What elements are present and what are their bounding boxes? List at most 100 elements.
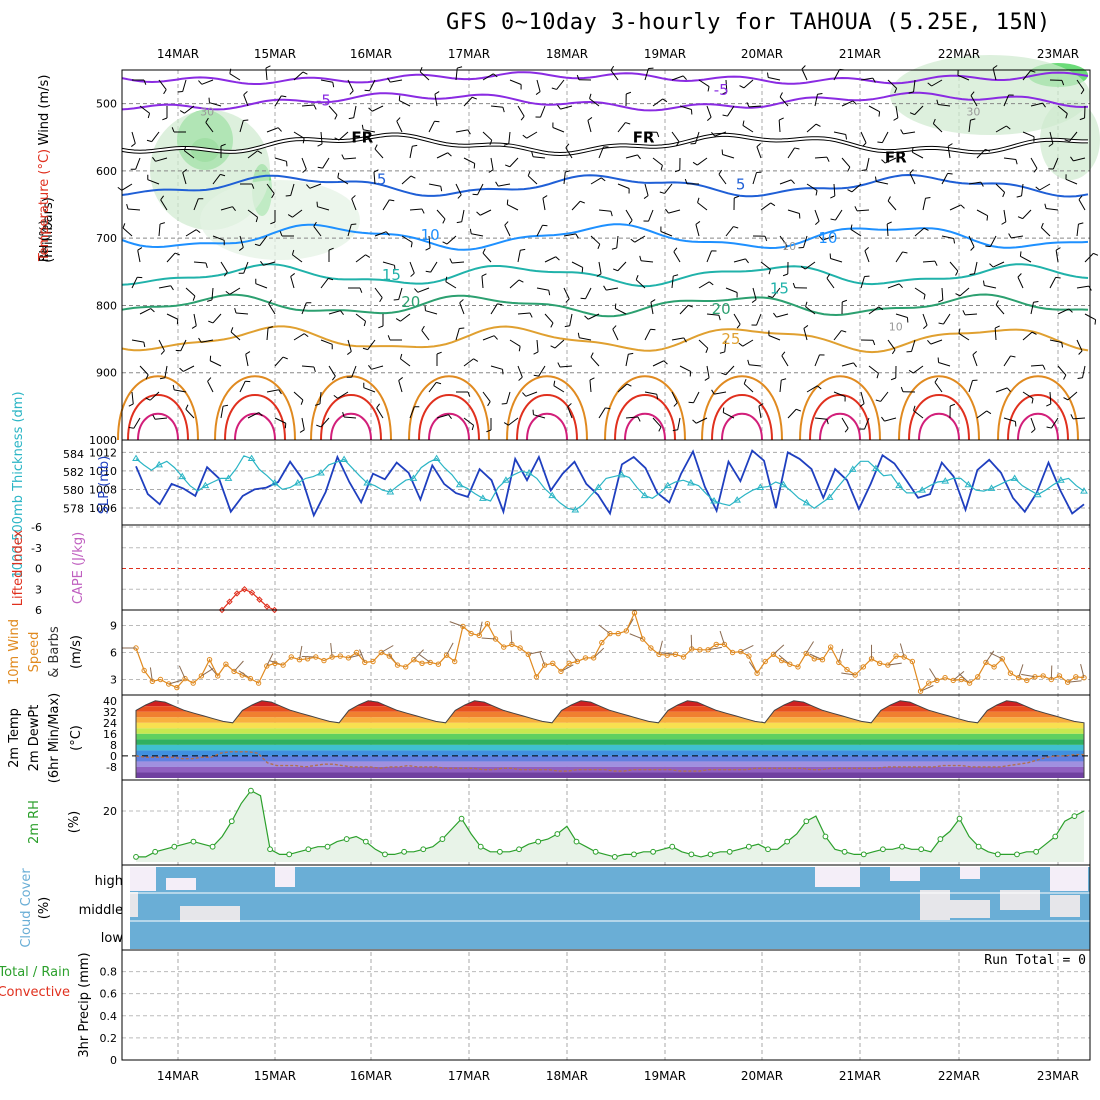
surface-isotherm <box>918 412 960 441</box>
wind-barb-flag <box>718 169 723 175</box>
wind-barb-flag <box>878 111 881 117</box>
wind-barb <box>723 412 735 419</box>
wind-barb <box>913 410 924 419</box>
wind-barb-flag <box>934 377 939 383</box>
wind-barb-flag <box>584 315 589 320</box>
rh2m-marker <box>324 843 331 850</box>
wind-barb <box>697 202 708 211</box>
wind-barb <box>201 339 214 343</box>
wind-barb-flag <box>1061 80 1065 86</box>
dewpoint-line <box>135 751 1084 772</box>
wind-barb-flag <box>265 65 271 69</box>
wind-barb <box>995 125 1007 133</box>
wind-barb-flag <box>927 340 932 345</box>
wind-barb-flag <box>1078 222 1084 225</box>
wind10-barb <box>1080 663 1085 678</box>
wind-barb-flag <box>743 378 747 385</box>
wind-barb <box>972 354 978 367</box>
wind10-marker <box>255 680 262 686</box>
wind-barb <box>313 226 322 237</box>
thickness-marker <box>455 480 464 488</box>
surface-isotherm <box>1007 394 1069 441</box>
wind-barb <box>220 406 224 419</box>
wind-barb <box>1022 131 1035 138</box>
wind-barb-flag <box>587 117 593 121</box>
rh2m-marker <box>554 831 561 837</box>
wind-barb-flag <box>773 312 777 318</box>
wind-barb-flag <box>398 377 403 381</box>
rh2m-marker <box>133 854 139 860</box>
wind-barb <box>266 127 279 133</box>
wind-barb-flag <box>936 99 939 105</box>
wind-barb-flag <box>612 268 619 272</box>
rh2m-marker <box>248 787 254 794</box>
wind-barb-flag <box>795 408 802 412</box>
wind-barb <box>477 183 484 195</box>
date-label-bottom: 17MAR <box>448 1069 490 1083</box>
precip-tick: 0.2 <box>100 1032 118 1045</box>
wind-barb-flag <box>476 211 481 216</box>
surface-isotherm <box>408 375 490 441</box>
thickness-marker <box>964 480 973 488</box>
wind-barb <box>347 339 352 352</box>
rh2m-marker <box>592 848 599 855</box>
temp-tick: 32 <box>103 706 117 719</box>
wind-barb <box>913 79 916 92</box>
wind-barb <box>881 131 889 143</box>
wind10-marker <box>231 668 237 675</box>
wind-barb <box>517 250 521 263</box>
wind-barb <box>533 414 546 419</box>
wind10-marker <box>165 681 172 687</box>
rh2m-marker <box>1052 833 1059 840</box>
wind-barb-flag <box>739 85 745 89</box>
wind-barb <box>508 417 519 426</box>
contour-label: 20 <box>712 300 731 318</box>
wind-barb <box>635 279 646 289</box>
date-label-top: 15MAR <box>254 47 296 61</box>
wind-barb-flag <box>603 285 607 291</box>
cloud-gap-middle <box>1050 895 1080 917</box>
wind-barb-flag <box>672 429 678 432</box>
wind10-marker <box>1007 670 1014 676</box>
wind-barb-flag <box>911 147 914 153</box>
wind-barb <box>1057 308 1070 315</box>
wind-barb <box>212 313 222 324</box>
wind-barb <box>400 313 411 322</box>
wind-barb-flag <box>267 326 273 329</box>
wind-barb <box>509 79 522 85</box>
wind-barb <box>239 120 244 133</box>
wind-barb-flag <box>260 261 264 266</box>
wind-barb-flag <box>147 113 151 119</box>
wind-barb <box>841 100 854 107</box>
wind-barb-flag <box>887 196 891 202</box>
wind-barb <box>1030 364 1044 367</box>
temp2m-label-2: 2m DewPt <box>27 705 42 772</box>
wind10-barb <box>298 645 303 660</box>
wind-barb <box>644 183 649 196</box>
wind-barb <box>160 199 168 211</box>
wind-barb <box>508 131 511 144</box>
wind-barb <box>139 105 150 114</box>
wind-barb-flag <box>1068 308 1073 313</box>
wind-barb <box>347 79 354 92</box>
date-label-bottom: 23MAR <box>1037 1069 1079 1083</box>
wind-barb-flag <box>841 330 847 333</box>
wind-barb <box>876 181 889 185</box>
wind10-marker <box>754 670 760 676</box>
cloud-level-high: high <box>95 874 123 889</box>
wind-barb-flag <box>747 359 750 365</box>
lifted-tick: 6 <box>35 604 42 617</box>
wind-barb <box>864 417 870 430</box>
wind10-marker <box>411 657 417 663</box>
wind-barb-flag <box>341 154 345 160</box>
wind-barb <box>1082 365 1086 378</box>
wind-barb <box>733 258 746 263</box>
wind-barb <box>567 406 573 419</box>
wind-barb-flag <box>368 107 373 112</box>
wind-barb <box>930 339 943 345</box>
wind-barb-flag <box>861 169 867 172</box>
wind-barb-flag <box>628 352 634 355</box>
wind10-marker <box>770 651 777 657</box>
wind-barb <box>995 183 1005 193</box>
wind-barb-flag <box>300 399 304 405</box>
